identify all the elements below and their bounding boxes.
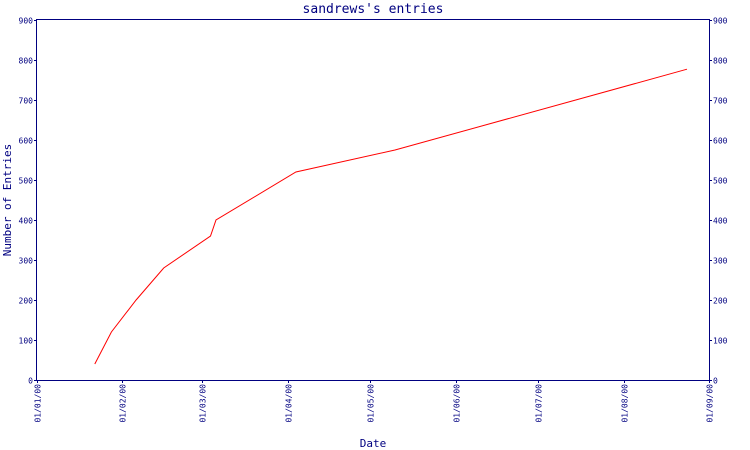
y-axis-ticks: 0 0 100 100 200 200 300 300 400 400 500 500 600 600 70… — [19, 17, 728, 386]
y-tick-label: 500 — [19, 177, 34, 186]
x-tick-label: 01/08/00 — [621, 384, 630, 423]
x-tick-label: 01/09/00 — [706, 384, 715, 423]
y-tick-label-right: 0 — [713, 377, 718, 386]
y-tick-label-right: 400 — [713, 217, 728, 226]
plot-frame — [36, 19, 710, 381]
x-tick-label: 01/04/00 — [285, 384, 294, 423]
x-tick-label: 01/07/00 — [535, 384, 544, 423]
y-tick-label-right: 700 — [713, 97, 728, 106]
y-tick-label: 100 — [19, 337, 34, 346]
x-axis-ticks: 01/01/00 01/02/00 01/03/00 01/04/00 01/05/00… — [34, 380, 715, 423]
y-tick-label: 900 — [19, 17, 34, 26]
y-tick-label: 400 — [19, 217, 34, 226]
x-tick-label: 01/02/00 — [119, 384, 128, 423]
y-tick-label: 700 — [19, 97, 34, 106]
x-tick-label: 01/05/00 — [367, 384, 376, 423]
y-axis-title: Number of Entries — [1, 144, 14, 257]
series-line — [94, 68, 688, 365]
series-layer — [94, 68, 688, 365]
y-tick-label-right: 600 — [713, 137, 728, 146]
x-axis-title: Date — [360, 437, 387, 450]
y-tick-label-right: 500 — [713, 177, 728, 186]
y-tick-label-right: 900 — [713, 17, 728, 26]
y-tick-label: 0 — [28, 377, 33, 386]
y-tick-label-right: 200 — [713, 297, 728, 306]
y-tick-label: 800 — [19, 57, 34, 66]
y-tick-label: 200 — [19, 297, 34, 306]
x-tick-label: 01/01/00 — [34, 384, 43, 423]
x-tick-label: 01/06/00 — [453, 384, 462, 423]
x-tick-label: 01/03/00 — [199, 384, 208, 423]
chart-title: sandrews's entries — [303, 2, 444, 17]
y-tick-label-right: 300 — [713, 257, 728, 266]
y-tick-label-right: 100 — [713, 337, 728, 346]
y-tick-label-right: 800 — [713, 57, 728, 66]
y-tick-label: 600 — [19, 137, 34, 146]
y-tick-label: 300 — [19, 257, 34, 266]
